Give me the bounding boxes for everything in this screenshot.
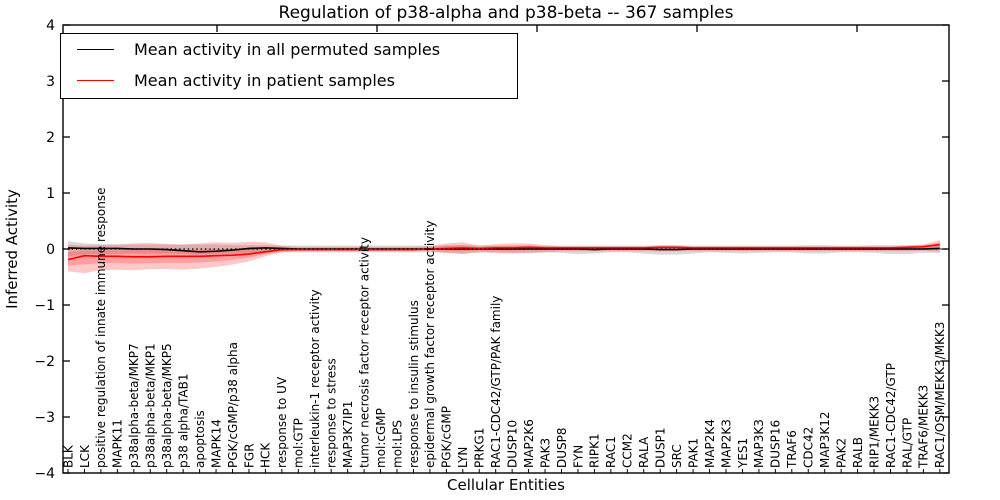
x-tick-label: response to insulin stimulus [407, 300, 421, 468]
black-line-sample [77, 49, 114, 50]
x-tick-label: MAPK11 [111, 419, 125, 468]
x-tick-label: RAL/GTP [900, 418, 914, 468]
x-tick-label: p38 alpha/TAB1 [176, 374, 190, 468]
x-tick-label: BLK [61, 444, 75, 468]
x-tick-label: FYN [571, 445, 585, 468]
x-tick-label: YES1 [736, 438, 750, 469]
x-tick-label: MAP3K12 [818, 411, 832, 468]
legend-label-patient: Mean activity in patient samples [134, 71, 395, 90]
x-tick-label: PGK/cGMP [440, 406, 454, 468]
x-tick-label: RAC1 [604, 436, 618, 468]
legend-item-permuted: Mean activity in all permuted samples [61, 34, 517, 65]
y-tick-label: 3 [46, 74, 55, 90]
x-tick-label: response to UV [275, 376, 289, 468]
x-tick-label: DUSP16 [769, 420, 783, 468]
x-tick-label: interleukin-1 receptor activity [308, 289, 322, 468]
x-tick-label: response to stress [325, 358, 339, 468]
x-tick-label: CDC42 [802, 427, 816, 468]
x-tick-label: MAP2K6 [522, 419, 536, 468]
y-tick-label: 2 [46, 130, 55, 146]
x-tick-label: FGR [242, 443, 256, 468]
x-tick-label: TRAF6/MEKK3 [917, 385, 931, 469]
x-tick-label: MAPK14 [209, 419, 223, 468]
x-tick-label: RAC1-CDC42/GTP [884, 363, 898, 468]
x-tick-label: positive regulation of innate immune res… [94, 188, 108, 468]
x-tick-label: HCK [259, 442, 273, 468]
x-tick-label: p38alpha-beta/MKP1 [144, 343, 158, 468]
x-tick-label: RIP1/MEKK3 [867, 396, 881, 468]
x-tick-label: PRKG1 [473, 428, 487, 468]
y-tick-label: −3 [34, 410, 55, 426]
legend-item-patient: Mean activity in patient samples [61, 65, 517, 96]
x-tick-label: apoptosis [193, 410, 207, 468]
x-tick-label: LYN [456, 447, 470, 468]
x-tick-label: p38alpha-beta/MKP7 [127, 343, 141, 468]
x-tick-label: mol:LPS [390, 420, 404, 468]
red-line-sample [77, 80, 114, 81]
x-tick-label: CCM2 [621, 433, 635, 468]
x-tick-label: mol:GTP [292, 418, 306, 468]
y-tick-label: 4 [46, 18, 55, 34]
x-tick-label: epidermal growth factor receptor activit… [423, 221, 437, 468]
x-axis-label: Cellular Entities [447, 476, 565, 494]
chart-title: Regulation of p38-alpha and p38-beta -- … [278, 3, 734, 23]
x-tick-label: TRAF6 [785, 430, 799, 469]
x-tick-label: tumor necrosis factor receptor activity [357, 237, 371, 468]
x-tick-label: PAK1 [686, 438, 700, 468]
x-tick-label: p38alpha-beta/MKP5 [160, 343, 174, 468]
legend-label-permuted: Mean activity in all permuted samples [134, 40, 441, 59]
y-tick-label: −4 [34, 466, 55, 482]
x-tick-label: MAP2K3 [719, 419, 733, 468]
x-tick-label: RALA [637, 436, 651, 468]
x-tick-label: LCK [78, 444, 92, 468]
y-tick-label: −1 [34, 298, 55, 314]
x-tick-label: MAP3K3 [752, 419, 766, 468]
x-tick-label: MAP3K7IP1 [341, 401, 355, 468]
x-tick-label: RAC1/OSM/MEKK3/MKK3 [933, 322, 947, 468]
x-tick-label: DUSP10 [505, 420, 519, 468]
y-tick-label: 1 [46, 186, 55, 202]
x-tick-label: PAK2 [834, 438, 848, 468]
x-tick-label: RAC1-CDC42/GTP/PAK family [489, 296, 503, 468]
x-tick-label: SRC [670, 444, 684, 468]
x-tick-label: MAP2K4 [703, 419, 717, 468]
x-tick-label: RALB [851, 437, 865, 468]
mean-line-1 [67, 243, 940, 261]
x-tick-label: mol:cGMP [374, 408, 388, 468]
y-tick-label: −2 [34, 354, 55, 370]
y-tick-label: 0 [46, 242, 55, 258]
legend: Mean activity in all permuted samples Me… [60, 33, 518, 99]
x-tick-label: RIPK1 [588, 433, 602, 468]
x-tick-label: DUSP1 [654, 427, 668, 468]
x-tick-label: PAK3 [538, 438, 552, 468]
x-tick-label: PGK/cGMP/p38 alpha [226, 342, 240, 468]
x-tick-label: DUSP8 [555, 427, 569, 468]
